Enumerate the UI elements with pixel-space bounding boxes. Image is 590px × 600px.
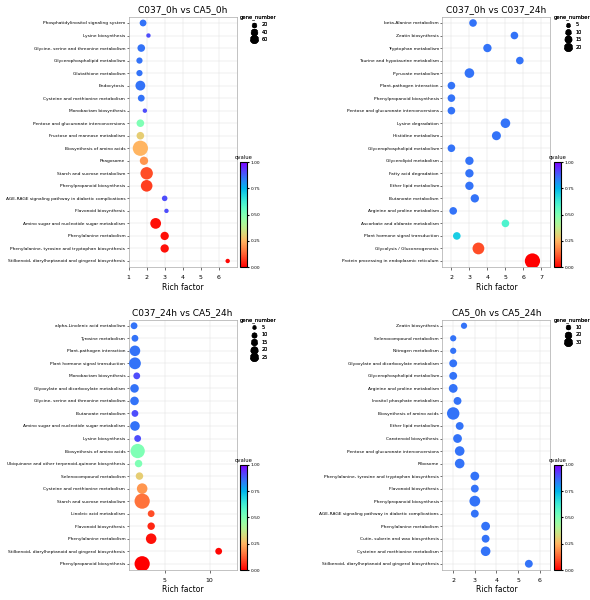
Point (465, 156, 474, 166)
Point (134, 459, 143, 469)
Point (137, 496, 147, 506)
Point (130, 346, 140, 356)
Point (474, 244, 483, 253)
Point (447, 94, 456, 103)
Point (447, 143, 456, 153)
Point (448, 334, 458, 343)
Legend: 5, 10, 15, 20, 25: 5, 10, 15, 20, 25 (240, 317, 277, 360)
Point (468, 18, 478, 28)
Point (459, 321, 468, 331)
Point (142, 181, 152, 191)
Point (130, 334, 140, 343)
Point (510, 31, 519, 40)
Point (130, 421, 140, 431)
Point (135, 68, 144, 78)
Point (448, 383, 458, 393)
Point (139, 156, 149, 166)
Point (453, 434, 462, 443)
Point (136, 118, 145, 128)
Title: C037_0h vs C037_24h: C037_0h vs C037_24h (446, 5, 546, 14)
X-axis label: Rich factor: Rich factor (476, 283, 517, 292)
Legend: 20, 40, 60: 20, 40, 60 (240, 14, 277, 42)
Point (491, 131, 501, 140)
Point (481, 547, 490, 556)
Point (132, 371, 142, 380)
Point (160, 194, 169, 203)
Point (448, 346, 458, 356)
Point (470, 496, 480, 506)
Point (470, 194, 480, 203)
Point (465, 68, 474, 78)
X-axis label: Rich factor: Rich factor (476, 586, 517, 595)
Point (481, 521, 490, 531)
Point (136, 43, 146, 53)
Point (137, 484, 147, 493)
Point (136, 94, 146, 103)
Legend: 10, 20, 30: 10, 20, 30 (554, 317, 590, 345)
Legend: 5, 10, 15, 20: 5, 10, 15, 20 (554, 14, 590, 50)
Point (455, 446, 464, 456)
Point (448, 359, 458, 368)
Point (160, 231, 169, 241)
Point (483, 43, 492, 53)
X-axis label: Rich factor: Rich factor (162, 586, 204, 595)
Point (501, 218, 510, 228)
Point (151, 218, 160, 228)
Point (142, 169, 152, 178)
Point (515, 56, 525, 65)
Point (129, 321, 139, 331)
Point (465, 169, 474, 178)
Point (146, 534, 156, 544)
Point (524, 559, 533, 569)
Point (481, 534, 490, 544)
Point (455, 421, 464, 431)
Point (447, 81, 456, 91)
Point (470, 484, 480, 493)
Point (214, 547, 224, 556)
Point (136, 143, 145, 153)
Point (453, 396, 462, 406)
Point (448, 206, 458, 215)
Title: C037_24h vs CA5_24h: C037_24h vs CA5_24h (133, 308, 233, 317)
Point (501, 118, 510, 128)
Point (133, 446, 142, 456)
Point (447, 106, 456, 115)
Title: C037_0h vs CA5_0h: C037_0h vs CA5_0h (138, 5, 227, 14)
Point (130, 409, 140, 418)
Point (130, 396, 139, 406)
Point (130, 383, 139, 393)
Point (146, 521, 156, 531)
Point (160, 244, 169, 253)
Point (448, 409, 458, 418)
Point (223, 256, 232, 266)
Point (470, 471, 480, 481)
Point (137, 559, 147, 569)
Point (455, 459, 464, 469)
Point (146, 509, 156, 518)
Point (465, 181, 474, 191)
X-axis label: Rich factor: Rich factor (162, 283, 204, 292)
Point (448, 371, 458, 380)
Point (136, 81, 145, 91)
Point (144, 31, 153, 40)
Point (527, 256, 537, 266)
Point (136, 131, 145, 140)
Point (138, 18, 148, 28)
Point (133, 434, 142, 443)
Point (140, 106, 150, 115)
Point (470, 509, 480, 518)
Point (135, 471, 144, 481)
Point (452, 231, 461, 241)
Point (162, 206, 171, 215)
Title: CA5_0h vs CA5_24h: CA5_0h vs CA5_24h (452, 308, 541, 317)
Point (135, 56, 144, 65)
Point (130, 359, 140, 368)
